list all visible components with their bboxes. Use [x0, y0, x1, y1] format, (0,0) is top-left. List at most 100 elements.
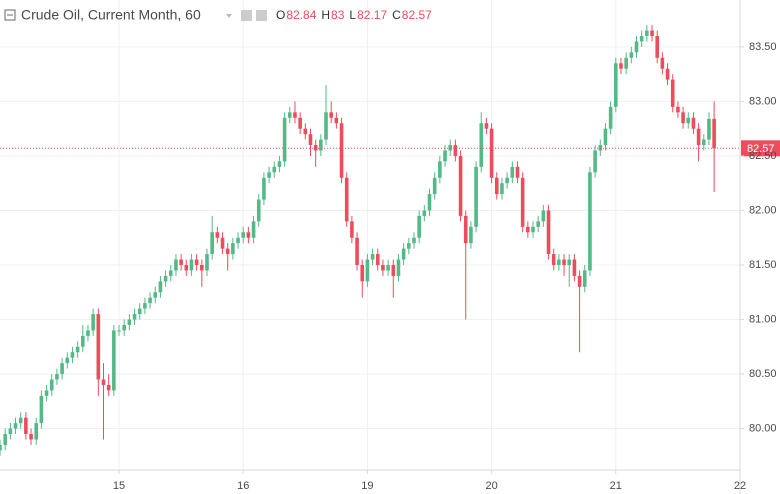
candle-body: [469, 226, 473, 244]
x-tick-label: 15: [113, 480, 125, 492]
y-tick-label: 82.50: [749, 150, 777, 162]
candle-body: [158, 281, 163, 293]
candle-body: [39, 395, 44, 424]
ohlc-value: 82.84: [286, 8, 316, 22]
candle-body: [339, 123, 344, 178]
candle-body: [329, 112, 333, 118]
candle-body: [598, 145, 603, 151]
candle-body: [360, 264, 365, 282]
candle-body: [510, 166, 515, 178]
candle-body: [365, 259, 370, 282]
x-tick-label: 21: [610, 480, 622, 492]
candle-body: [438, 161, 442, 178]
candle-body: [112, 330, 116, 391]
candle-body: [670, 79, 675, 107]
candle-body: [500, 183, 504, 195]
candle-body: [3, 434, 7, 445]
candle-body: [174, 259, 178, 271]
candle-body: [432, 177, 437, 195]
settings-icon[interactable]: [241, 10, 252, 21]
candle-body: [24, 417, 28, 435]
candle-body: [60, 363, 64, 375]
legend-header: Crude Oil, Current Month, 60 O 82.84 H 83 L 8…: [4, 7, 432, 23]
candle-body: [308, 134, 313, 146]
candle-body: [681, 112, 685, 124]
candle-body: [117, 330, 121, 332]
candle-body: [494, 177, 499, 195]
candle-body: [220, 237, 225, 249]
candle-body: [148, 297, 152, 304]
x-tick-label: 16: [237, 480, 249, 492]
y-tick-label: 81.50: [749, 259, 777, 271]
dropdown-icon[interactable]: [226, 14, 232, 18]
candle-body: [557, 259, 561, 265]
candle-body: [541, 210, 546, 222]
candle-body: [267, 172, 271, 178]
candle-body: [8, 428, 13, 435]
candle-body: [163, 275, 168, 282]
candle-body: [614, 63, 618, 107]
candle-body: [13, 423, 18, 429]
candle-body: [712, 118, 716, 149]
candle-body: [520, 177, 525, 227]
candle-body: [236, 237, 240, 244]
candle-body: [453, 145, 458, 156]
candle-body: [65, 357, 70, 364]
candle-body: [200, 264, 204, 271]
candle-body: [417, 215, 421, 238]
candle-body: [184, 264, 189, 271]
candle-body: [665, 68, 670, 80]
x-tick-label: 20: [485, 480, 497, 492]
candle-body: [484, 123, 489, 129]
candle-body: [562, 259, 566, 265]
candle-body: [18, 417, 23, 424]
candle-body: [215, 232, 220, 238]
candle-body: [375, 254, 380, 265]
candle-body: [407, 243, 411, 249]
candle-body: [101, 379, 106, 385]
candle-body: [474, 166, 478, 227]
candle-body: [526, 226, 530, 233]
x-tick-label: 22: [734, 480, 746, 492]
candle-body: [319, 139, 323, 151]
candle-body: [298, 117, 302, 129]
candle-body: [55, 374, 59, 380]
chart-title: Crude Oil, Current Month, 60: [21, 7, 201, 23]
candle-body: [34, 423, 39, 440]
candle-body: [634, 41, 639, 53]
hide-icon[interactable]: [256, 10, 267, 21]
ohlc-label: O: [276, 8, 285, 22]
y-tick-label: 83.00: [749, 95, 777, 107]
candle-body: [127, 319, 132, 325]
candle-body: [168, 270, 173, 276]
candle-body: [396, 259, 401, 276]
candle-body: [505, 177, 509, 184]
candle-body: [572, 259, 577, 276]
candle-body: [401, 248, 406, 260]
candle-body: [588, 172, 592, 271]
candle-body: [655, 35, 660, 58]
candle-body: [546, 210, 551, 255]
candle-body: [463, 215, 468, 244]
candle-body: [189, 259, 194, 271]
ohlc-value: 83: [331, 8, 345, 22]
candle-body: [686, 117, 691, 124]
candle-body: [386, 264, 390, 271]
y-tick-label: 83.50: [749, 41, 777, 53]
candle-body: [241, 232, 246, 238]
y-tick-label: 82.00: [749, 204, 777, 216]
candle-body: [639, 35, 644, 42]
candle-body: [458, 155, 463, 216]
candle-body: [75, 346, 80, 353]
candle-body: [443, 150, 447, 162]
candle-body: [49, 379, 54, 391]
candle-body: [0, 444, 2, 451]
candle-body: [536, 221, 540, 227]
candle-body: [381, 264, 385, 271]
candle-body: [608, 106, 613, 129]
candle-body: [412, 237, 416, 244]
candle-body: [132, 314, 137, 320]
candle-body: [707, 118, 711, 140]
